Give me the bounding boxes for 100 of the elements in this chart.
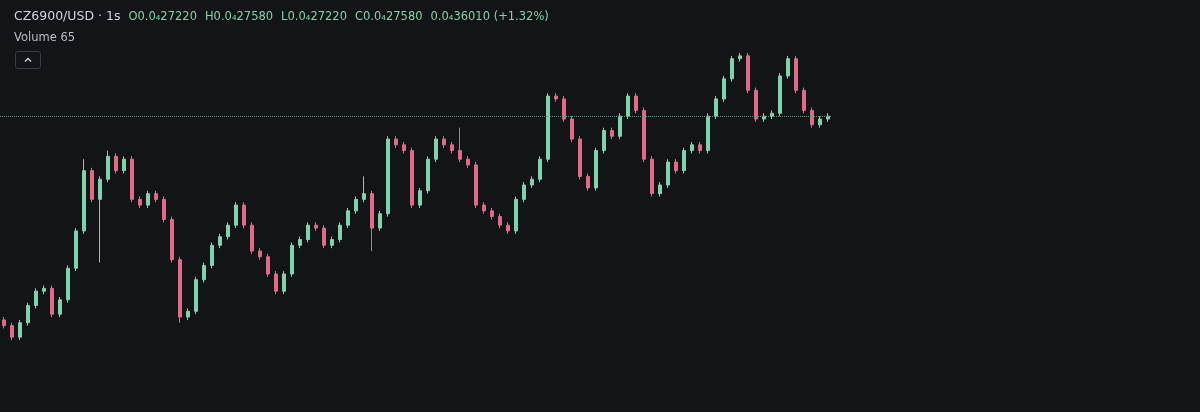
candlestick	[74, 227, 78, 272]
chart-title: CZ6900/USD · 1s	[14, 8, 121, 23]
candlestick	[322, 224, 326, 249]
candlestick	[330, 236, 334, 249]
candlestick	[746, 52, 750, 94]
candlestick	[490, 207, 494, 220]
text: Volume 65	[14, 30, 76, 44]
candlestick	[506, 221, 510, 235]
candlestick	[802, 86, 806, 114]
candlestick	[642, 107, 646, 163]
candlestick	[250, 221, 254, 255]
text: O0.0₄27220	[128, 9, 197, 23]
candlestick	[154, 190, 158, 203]
text: 0.0₄36010 (+1.32%)	[430, 9, 549, 23]
candlestick	[18, 319, 22, 341]
candlestick	[498, 213, 502, 229]
candlestick	[114, 152, 118, 175]
candlestick	[130, 155, 134, 203]
candlestick	[298, 236, 302, 249]
candlestick	[818, 115, 822, 129]
candlestick	[658, 181, 662, 197]
candlestick	[610, 127, 614, 140]
candlestick	[674, 158, 678, 175]
candlestick	[570, 115, 574, 143]
candlestick	[50, 284, 54, 318]
candlestick	[714, 95, 718, 120]
candlestick	[378, 210, 382, 232]
candlestick	[394, 135, 398, 149]
candlestick	[594, 147, 598, 192]
candlestick	[786, 55, 790, 80]
candlestick	[178, 256, 182, 324]
candlestick	[266, 253, 270, 278]
candlestick	[34, 287, 38, 309]
candlestick	[690, 141, 694, 154]
candlestick	[26, 302, 30, 327]
candlestick	[226, 221, 230, 241]
candlestick	[578, 135, 582, 180]
candlestick	[794, 55, 798, 94]
text: H0.0₄27580	[204, 9, 274, 23]
candlestick	[186, 307, 190, 321]
candlestick	[458, 127, 462, 163]
candlestick	[778, 72, 782, 117]
candlestick	[258, 247, 262, 261]
candlestick	[626, 92, 630, 120]
candlestick	[754, 86, 758, 123]
candlestick	[730, 55, 734, 83]
candlestick	[386, 135, 390, 218]
candlestick	[370, 190, 374, 252]
candlestick	[410, 147, 414, 209]
candlestick	[546, 92, 550, 163]
candlestick	[218, 233, 222, 249]
candlestick	[362, 175, 366, 203]
candlestick	[474, 161, 478, 209]
candlestick	[418, 187, 422, 209]
candlestick	[314, 221, 318, 232]
candlestick	[682, 147, 686, 175]
candlestick	[402, 141, 406, 154]
candlestick	[530, 175, 534, 189]
candlestick	[10, 322, 14, 341]
candlestick	[562, 95, 566, 123]
candlestick	[450, 141, 454, 154]
candlestick	[2, 316, 6, 330]
candlestick	[634, 92, 638, 114]
candlestick	[170, 216, 174, 264]
candlestick	[162, 196, 166, 223]
candlestick	[138, 196, 142, 209]
candlestick	[586, 173, 590, 192]
candlestick	[650, 155, 654, 197]
candlestick	[554, 92, 558, 103]
candlestick	[738, 52, 742, 63]
candlestick	[618, 112, 622, 140]
candlestick	[82, 158, 86, 235]
candlestick	[338, 221, 342, 243]
candlestick	[434, 135, 438, 163]
candlestick	[306, 221, 310, 243]
candlestick	[106, 150, 110, 183]
candlestick	[122, 155, 126, 175]
candlestick	[826, 112, 830, 123]
candlestick	[274, 270, 278, 295]
candlestick	[234, 201, 238, 229]
candlestick	[698, 141, 702, 154]
candlestick	[90, 167, 94, 203]
candlestick	[482, 201, 486, 215]
candlestick	[538, 155, 542, 183]
candlestick	[98, 175, 102, 264]
candlestick	[282, 270, 286, 295]
candlestick	[666, 158, 670, 189]
candlestick	[346, 207, 350, 229]
candlestick	[290, 241, 294, 278]
candlestick	[770, 109, 774, 120]
candlestick	[522, 181, 526, 203]
candlestick	[514, 196, 518, 235]
candlestick	[58, 296, 62, 318]
candlestick	[442, 135, 446, 149]
candlestick	[202, 262, 206, 284]
candlestick	[706, 112, 710, 154]
candlestick	[146, 190, 150, 209]
text: C0.0₄27580	[355, 9, 423, 23]
candlestick	[210, 241, 214, 269]
candlestick	[66, 264, 70, 304]
